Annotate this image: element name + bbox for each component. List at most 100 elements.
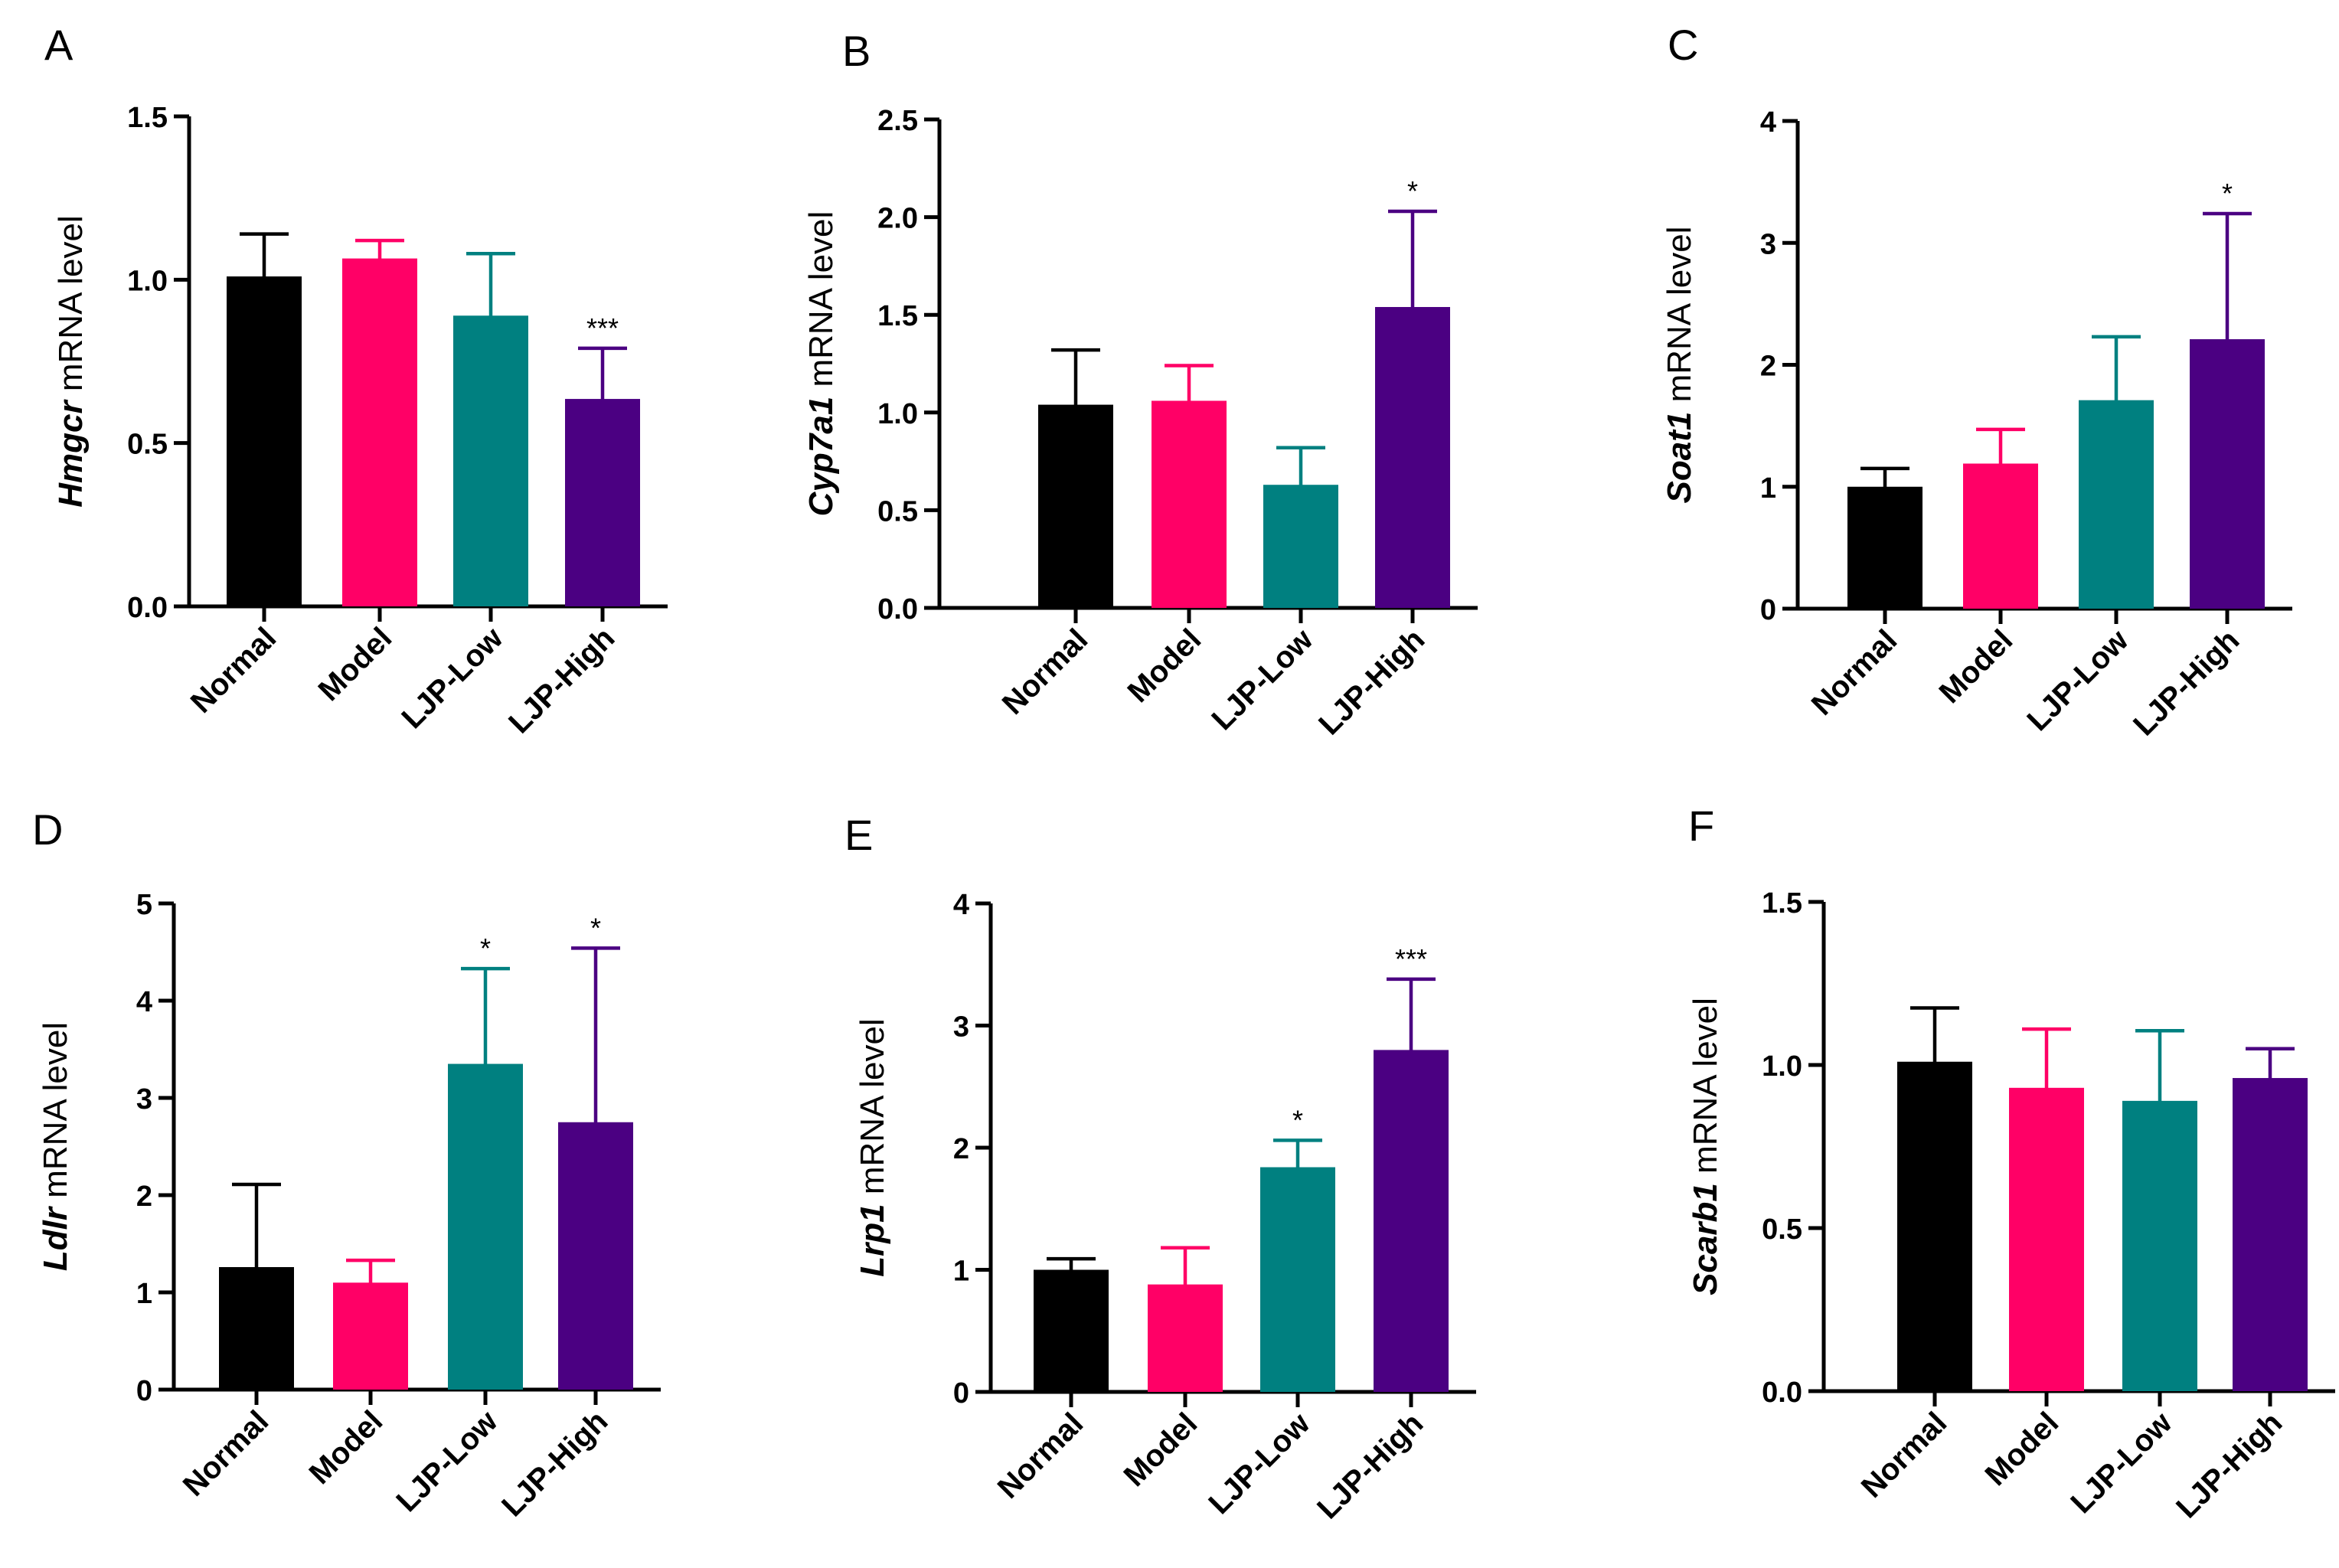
category-label: Normal (991, 1406, 1090, 1505)
bar-model (1963, 463, 2038, 609)
bar-ljp-high (558, 1122, 633, 1390)
y-tick-label: 5 (136, 889, 152, 921)
category-label: LJP-High (495, 1404, 614, 1523)
bar-normal (227, 276, 302, 606)
category-label: Normal (996, 622, 1095, 721)
category-label: Model (1979, 1406, 2066, 1492)
y-tick-label: 2 (136, 1181, 152, 1213)
significance-marker: * (1292, 1104, 1303, 1135)
category-label: Model (1118, 1406, 1204, 1493)
category-label: LJP-High (1312, 622, 1431, 741)
y-tick-label: 1.5 (127, 102, 168, 134)
y-axis-label: Ldlr mRNA level (37, 1022, 74, 1271)
bar-normal (1038, 404, 1113, 608)
category-label: LJP-Low (2020, 623, 2135, 738)
y-tick-label: 1.0 (127, 265, 168, 297)
category-label: LJP-High (502, 621, 621, 740)
y-tick-label: 1 (1760, 472, 1776, 505)
category-label: Model (1933, 623, 2020, 710)
panel-letter: A (44, 21, 74, 69)
panel-letter: D (32, 805, 63, 854)
bar-model (342, 258, 417, 606)
category-label: Model (312, 621, 399, 707)
y-axis-label: Lrp1 mRNA level (854, 1018, 891, 1276)
y-axis-label-text: mRNA level (854, 1018, 891, 1204)
y-tick-label: 2 (1760, 351, 1776, 383)
category-label: LJP-High (2127, 623, 2246, 742)
category-label: Normal (1855, 1406, 1954, 1504)
y-tick-label: 0 (953, 1377, 969, 1410)
panel-letter: E (844, 811, 873, 859)
y-tick-label: 2 (953, 1133, 969, 1165)
bar-ljp-low (2122, 1100, 2197, 1391)
y-tick-label: 2.5 (877, 105, 918, 137)
bar-ljp-high (565, 399, 640, 606)
category-label: Normal (177, 1404, 276, 1503)
bar-ljp-low (453, 315, 528, 606)
y-axis-label-text: mRNA level (52, 215, 90, 400)
y-tick-label: 0 (136, 1375, 152, 1407)
category-label: Normal (1805, 623, 1904, 722)
y-axis-label: Scarb1 mRNA level (1687, 998, 1724, 1295)
panel-letter: C (1668, 21, 1698, 69)
y-axis-label-gene: Soat1 (1661, 412, 1698, 504)
y-tick-label: 3 (136, 1083, 152, 1116)
y-axis-label: Hmgcr mRNA level (52, 215, 90, 507)
bar-normal (1847, 486, 1922, 609)
bar-ljp-high (1375, 306, 1450, 608)
category-label: LJP-Low (2064, 1406, 2179, 1521)
bar-model (1148, 1284, 1223, 1392)
y-tick-label: 3 (1760, 228, 1776, 260)
category-label: Normal (185, 621, 283, 720)
significance-marker: *** (586, 312, 619, 344)
y-axis-label-text: mRNA level (37, 1022, 74, 1207)
significance-marker: * (590, 912, 601, 943)
chart-panel-c: C 0 1 2 3 4 Soat1 mRNA level Normal Model LJP-Low… (1661, 21, 2292, 742)
panel-letter: B (842, 27, 871, 75)
bar-ljp-low (2079, 400, 2154, 609)
y-tick-label: 1 (953, 1256, 969, 1288)
bar-normal (1897, 1061, 1972, 1391)
category-label: Model (303, 1404, 390, 1491)
significance-marker: * (480, 933, 491, 964)
bar-normal (219, 1266, 294, 1390)
bar-model (2009, 1087, 2084, 1391)
y-axis-label-gene: Scarb1 (1687, 1183, 1724, 1295)
category-label: Model (1122, 622, 1208, 709)
chart-panel-a: A 0.0 0.5 1.0 1.5 Hmgcr mRNA level Normal Model… (44, 21, 668, 740)
y-tick-label: 0.5 (877, 495, 918, 528)
y-tick-label: 1.5 (1762, 887, 1802, 920)
bar-ljp-low (448, 1063, 523, 1390)
y-axis-label: Cyp7a1 mRNA level (802, 211, 840, 517)
y-axis-label-gene: Lrp1 (854, 1204, 891, 1276)
significance-marker: * (1407, 175, 1418, 207)
category-label: LJP-Low (1205, 622, 1320, 737)
y-tick-label: 4 (953, 889, 969, 921)
bar-normal (1034, 1269, 1109, 1392)
bar-ljp-high (2190, 339, 2265, 609)
y-axis-label-gene: Cyp7a1 (802, 397, 840, 517)
y-tick-label: 1.5 (877, 300, 918, 332)
bar-ljp-high (2233, 1078, 2308, 1391)
y-tick-label: 0.5 (1762, 1214, 1802, 1246)
y-tick-label: 1.0 (1762, 1050, 1802, 1083)
y-tick-label: 4 (136, 986, 152, 1018)
category-label: LJP-Low (1202, 1406, 1317, 1521)
y-tick-label: 3 (953, 1011, 969, 1044)
y-tick-label: 1 (136, 1278, 152, 1310)
bar-model (1152, 400, 1227, 608)
y-axis-label-gene: Ldlr (37, 1205, 74, 1271)
bar-ljp-low (1260, 1167, 1335, 1392)
y-axis-label-text: mRNA level (1661, 227, 1698, 412)
y-axis-label-gene: Hmgcr (52, 398, 90, 507)
category-label: LJP-High (1311, 1406, 1429, 1525)
y-axis-label: Soat1 mRNA level (1661, 227, 1698, 504)
y-tick-label: 2.0 (877, 203, 918, 235)
bar-ljp-low (1263, 485, 1338, 608)
y-tick-label: 0.0 (1762, 1377, 1802, 1409)
bar-ljp-high (1374, 1050, 1449, 1392)
y-tick-label: 1.0 (877, 398, 918, 430)
chart-panel-b: B 0.0 0.5 1.0 1.5 2.0 2.5 Cyp7a1 mRNA level Norm… (802, 27, 1478, 741)
